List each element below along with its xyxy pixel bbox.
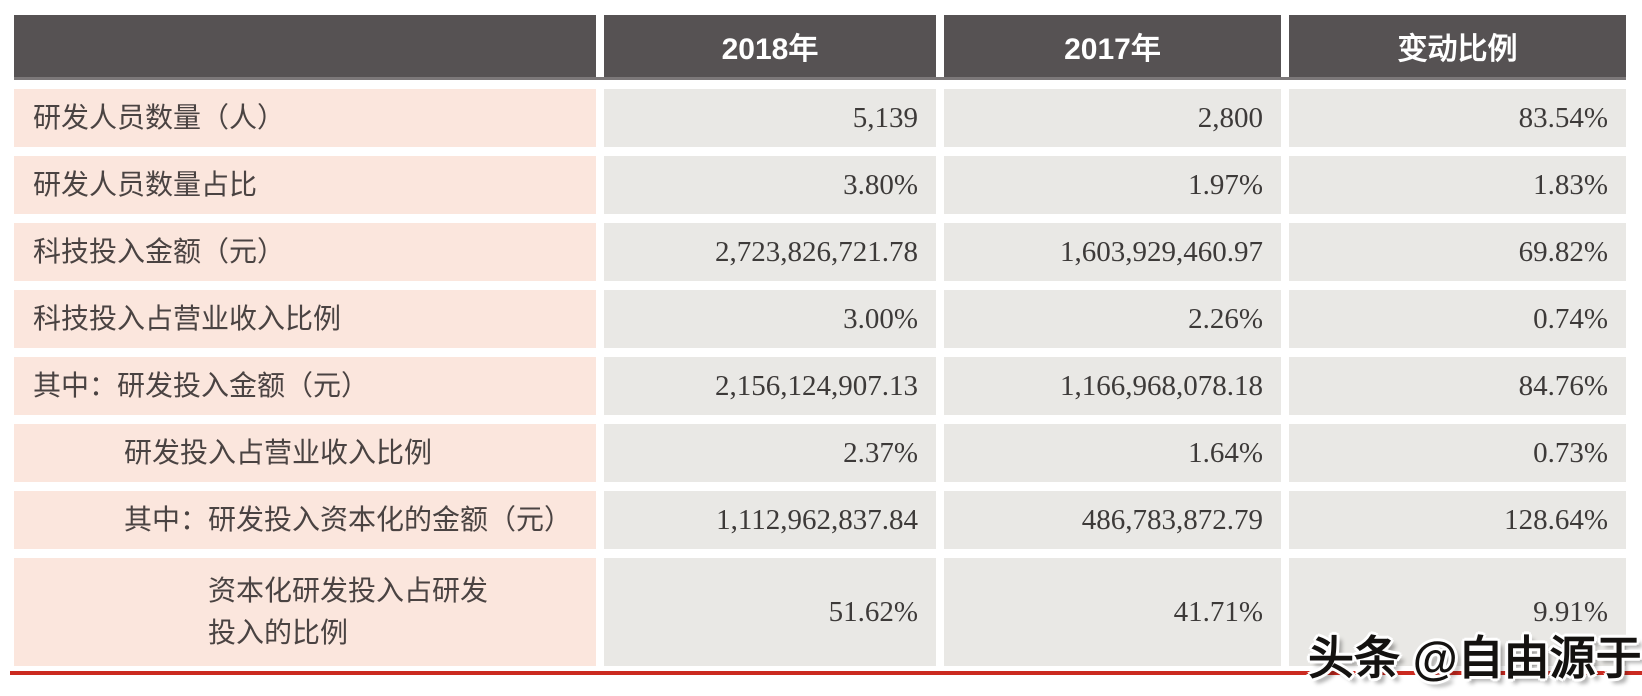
value-2017-cell: 2.26% (944, 290, 1281, 348)
table-row-tech-investment: 科技投入金额（元） 2,723,826,721.78 1,603,929,460… (14, 223, 1626, 281)
row-label-cell: 其中：研发投入金额（元） (14, 357, 596, 415)
rd-investment-table: 2018年 2017年 变动比例 研发人员数量（人） 5,139 2,800 8… (14, 15, 1626, 666)
value-2017-cell: 1.97% (944, 156, 1281, 214)
table-header-row: 2018年 2017年 变动比例 (14, 15, 1626, 77)
value-2017-cell: 1,166,968,078.18 (944, 357, 1281, 415)
change-ratio-cell: 84.76% (1289, 357, 1626, 415)
change-ratio-cell: 1.83% (1289, 156, 1626, 214)
header-divider-line (14, 77, 1626, 80)
change-ratio-cell: 128.64% (1289, 491, 1626, 549)
table-row-rd-headcount-ratio: 研发人员数量占比 3.80% 1.97% 1.83% (14, 156, 1626, 214)
table-row-rd-headcount: 研发人员数量（人） 5,139 2,800 83.54% (14, 89, 1626, 147)
table-row-rd-investment: 其中：研发投入金额（元） 2,156,124,907.13 1,166,968,… (14, 357, 1626, 415)
value-2017-cell: 2,800 (944, 89, 1281, 147)
row-label-cell: 科技投入金额（元） (14, 223, 596, 281)
value-2017-cell: 41.71% (944, 558, 1281, 666)
value-2018-cell: 2.37% (604, 424, 936, 482)
header-cell-2018: 2018年 (604, 15, 936, 77)
value-2018-cell: 2,156,124,907.13 (604, 357, 936, 415)
change-ratio-cell: 0.74% (1289, 290, 1626, 348)
value-2018-cell: 3.80% (604, 156, 936, 214)
row-label-cell: 研发人员数量（人） (14, 89, 596, 147)
bottom-accent-line (10, 671, 1642, 675)
value-2018-cell: 5,139 (604, 89, 936, 147)
value-2018-cell: 51.62% (604, 558, 936, 666)
toutiao-watermark: 头条 @自由源于 (1308, 632, 1642, 684)
table-row-rd-investment-revenue-ratio: 研发投入占营业收入比例 2.37% 1.64% 0.73% (14, 424, 1626, 482)
table-row-capitalized-rd-amount: 其中：研发投入资本化的金额（元） 1,112,962,837.84 486,78… (14, 491, 1626, 549)
table-row-capitalized-rd-ratio: 资本化研发投入占研发 投入的比例 51.62% 41.71% 9.91% (14, 558, 1626, 666)
value-2017-cell: 1.64% (944, 424, 1281, 482)
change-ratio-cell: 69.82% (1289, 223, 1626, 281)
value-2017-cell: 486,783,872.79 (944, 491, 1281, 549)
row-label-cell: 研发投入占营业收入比例 (14, 424, 596, 482)
row-label-cell: 研发人员数量占比 (14, 156, 596, 214)
header-cell-2017: 2017年 (944, 15, 1281, 77)
value-2018-cell: 1,112,962,837.84 (604, 491, 936, 549)
table-row-tech-investment-revenue-ratio: 科技投入占营业收入比例 3.00% 2.26% 0.74% (14, 290, 1626, 348)
row-label-cell: 科技投入占营业收入比例 (14, 290, 596, 348)
change-ratio-cell: 0.73% (1289, 424, 1626, 482)
header-cell-change-ratio: 变动比例 (1289, 15, 1626, 77)
value-2018-cell: 3.00% (604, 290, 936, 348)
value-2018-cell: 2,723,826,721.78 (604, 223, 936, 281)
change-ratio-cell: 9.91% (1289, 558, 1626, 666)
change-ratio-cell: 83.54% (1289, 89, 1626, 147)
row-label-cell: 其中：研发投入资本化的金额（元） (14, 491, 596, 549)
header-cell-empty (14, 15, 596, 77)
row-label-cell: 资本化研发投入占研发 投入的比例 (14, 558, 596, 666)
value-2017-cell: 1,603,929,460.97 (944, 223, 1281, 281)
